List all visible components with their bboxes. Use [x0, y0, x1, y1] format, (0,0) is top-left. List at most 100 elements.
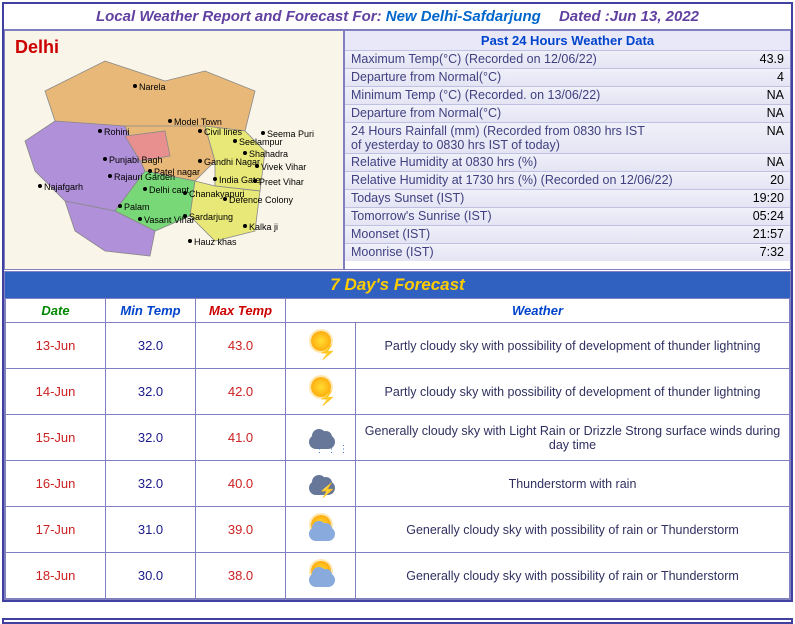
map-box: Delhi NarelaRohiniModel TownCivil linesS…: [4, 30, 344, 270]
map-place-dot: [103, 157, 107, 161]
forecast-max: 41.0: [196, 415, 286, 461]
map-place-dot: [223, 197, 227, 201]
header-prefix: Local Weather Report and Forecast For:: [96, 8, 382, 25]
map-place-dot: [261, 131, 265, 135]
map-place-dot: [183, 214, 187, 218]
map-place-label: Model Town: [174, 117, 222, 127]
map-place-dot: [133, 84, 137, 88]
forecast-icon-cell: ⚡: [286, 461, 356, 507]
forecast-max: 39.0: [196, 507, 286, 553]
past24-title: Past 24 Hours Weather Data: [345, 31, 790, 50]
past24-row: Moonrise (IST)7:32: [345, 243, 790, 261]
map-place-label: Gandhi Nagar: [204, 157, 260, 167]
col-max: Max Temp: [196, 299, 286, 323]
map-place-label: Vasant Vihar: [144, 215, 195, 225]
forecast-date: 16-Jun: [6, 461, 106, 507]
past24-value: NA: [757, 155, 784, 170]
forecast-weather: Thunderstorm with rain: [356, 461, 790, 507]
past24-row: Moonset (IST)21:57: [345, 225, 790, 243]
past24-value: 19:20: [743, 191, 784, 206]
past24-label: Maximum Temp(°C) (Recorded on 12/06/22): [351, 52, 750, 67]
map-place-dot: [118, 204, 122, 208]
weather-icon: [301, 557, 341, 591]
map-place-dot: [168, 119, 172, 123]
past24-value: 05:24: [743, 209, 784, 224]
map-place-dot: [198, 159, 202, 163]
col-weather: Weather: [286, 299, 790, 323]
report-header: Local Weather Report and Forecast For: N…: [4, 4, 791, 29]
map-place-dot: [98, 129, 102, 133]
map-place-dot: [243, 224, 247, 228]
dated-value: Jun 13, 2022: [610, 8, 699, 25]
map-place-label: Palam: [124, 202, 150, 212]
map-place-label: Punjabi Bagh: [109, 155, 163, 165]
forecast-table: Date Min Temp Max Temp Weather 13-Jun32.…: [5, 298, 790, 599]
map-place-label: Seema Puri: [267, 129, 314, 139]
map-place-label: Narela: [139, 82, 166, 92]
map-place-dot: [143, 187, 147, 191]
weather-icon: [301, 511, 341, 545]
past24-panel: Past 24 Hours Weather Data Maximum Temp(…: [344, 30, 791, 270]
forecast-weather: Generally cloudy sky with possibility of…: [356, 507, 790, 553]
map-place-label: Najafgarh: [44, 182, 83, 192]
past24-label: Todays Sunset (IST): [351, 191, 743, 206]
map-place-dot: [233, 139, 237, 143]
map-place-dot: [198, 129, 202, 133]
past24-row: Relative Humidity at 1730 hrs (%) (Recor…: [345, 171, 790, 189]
forecast-min: 31.0: [106, 507, 196, 553]
top-row: Delhi NarelaRohiniModel TownCivil linesS…: [4, 29, 791, 270]
forecast-weather: Partly cloudy sky with possibility of de…: [356, 369, 790, 415]
past24-label: Relative Humidity at 1730 hrs (%) (Recor…: [351, 173, 760, 188]
forecast-icon-cell: ⚡: [286, 369, 356, 415]
past24-row: Relative Humidity at 0830 hrs (%)NA: [345, 153, 790, 171]
forecast-max: 38.0: [196, 553, 286, 599]
past24-label: Departure from Normal(°C): [351, 106, 757, 121]
past24-value: NA: [757, 124, 784, 152]
forecast-max: 43.0: [196, 323, 286, 369]
past24-label: Relative Humidity at 0830 hrs (%): [351, 155, 757, 170]
past24-label: Departure from Normal(°C): [351, 70, 767, 85]
forecast-min: 32.0: [106, 323, 196, 369]
map-place-label: Civil lines: [204, 127, 242, 137]
past24-rows: Maximum Temp(°C) (Recorded on 12/06/22)4…: [345, 50, 790, 261]
past24-row: 24 Hours Rainfall (mm) (Recorded from 08…: [345, 122, 790, 153]
map-place-label: Rohini: [104, 127, 130, 137]
map-place-dot: [253, 179, 257, 183]
forecast-row: 14-Jun32.042.0⚡Partly cloudy sky with po…: [6, 369, 790, 415]
map-place-label: Defence Colony: [229, 195, 293, 205]
forecast-row: 15-Jun32.041.0⋮⋮⋮Generally cloudy sky wi…: [6, 415, 790, 461]
past24-value: 21:57: [743, 227, 784, 242]
forecast-row: 18-Jun30.038.0Generally cloudy sky with …: [6, 553, 790, 599]
forecast-icon-cell: [286, 507, 356, 553]
past24-row: Tomorrow's Sunrise (IST)05:24: [345, 207, 790, 225]
forecast-weather: Partly cloudy sky with possibility of de…: [356, 323, 790, 369]
dated-label: Dated :: [559, 8, 610, 25]
past24-row: Todays Sunset (IST)19:20: [345, 189, 790, 207]
past24-value: NA: [757, 88, 784, 103]
forecast-date: 13-Jun: [6, 323, 106, 369]
forecast-date: 17-Jun: [6, 507, 106, 553]
header-dated: Dated :Jun 13, 2022: [559, 8, 699, 25]
col-date: Date: [6, 299, 106, 323]
map-place-dot: [188, 239, 192, 243]
past24-value: 20: [760, 173, 784, 188]
forecast-date: 18-Jun: [6, 553, 106, 599]
past24-value: 43.9: [750, 52, 784, 67]
map-place-label: Sardarjung: [189, 212, 233, 222]
forecast-header-row: Date Min Temp Max Temp Weather: [6, 299, 790, 323]
forecast-row: 17-Jun31.039.0 Generally cloudy sky with …: [6, 507, 790, 553]
forecast-body: 13-Jun32.043.0 ⚡ Partly cloudy sky with po…: [6, 323, 790, 599]
past24-row: Departure from Normal(°C)4: [345, 68, 790, 86]
past24-row: Departure from Normal(°C)NA: [345, 104, 790, 122]
forecast-date: 15-Jun: [6, 415, 106, 461]
forecast-row: 13-Jun32.043.0⚡Partly cloudy sky with po…: [6, 323, 790, 369]
bottom-bar: [2, 618, 793, 624]
past24-value: NA: [757, 106, 784, 121]
bottom-gap: [0, 604, 795, 618]
past24-label: Moonset (IST): [351, 227, 743, 242]
weather-icon: ⚡: [301, 373, 341, 407]
forecast-date: 14-Jun: [6, 369, 106, 415]
weather-icon: ⚡: [301, 465, 341, 499]
map-place-label: Hauz khas: [194, 237, 237, 247]
header-station: New Delhi-Safdarjung: [386, 8, 541, 25]
